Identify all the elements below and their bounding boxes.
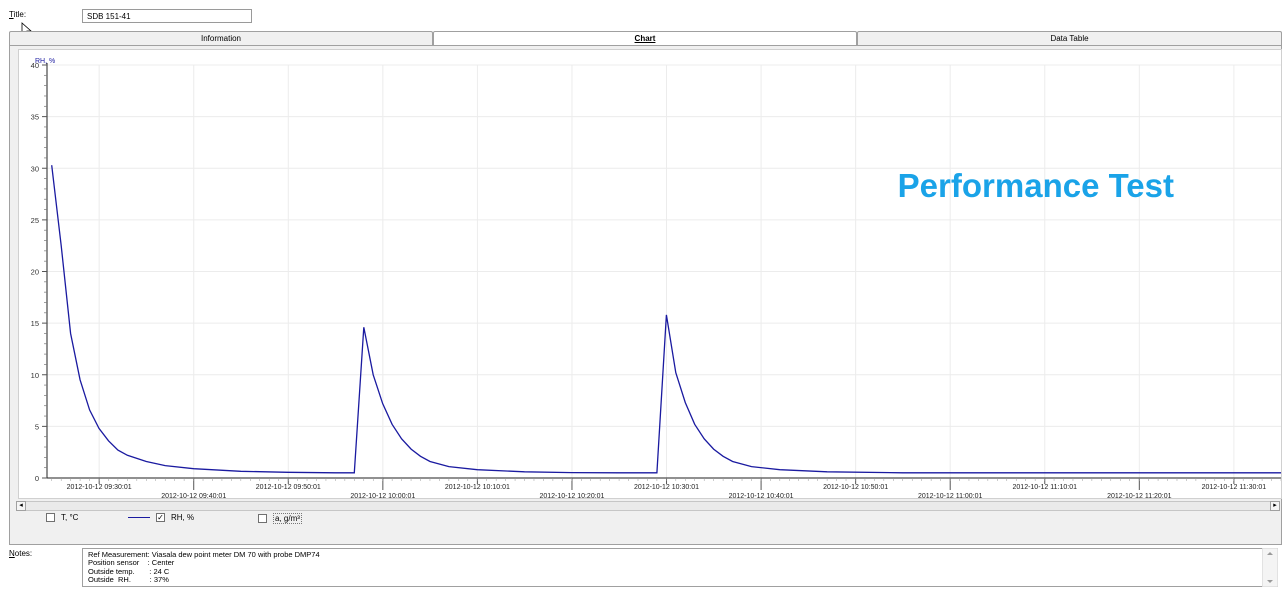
- y-tick-label: 25: [31, 216, 39, 225]
- legend-label-temperature: T, °C: [61, 513, 79, 522]
- series-line-rh: [51, 165, 1281, 474]
- scroll-down-icon: [1267, 580, 1273, 583]
- legend-checkbox-temperature[interactable]: [46, 513, 55, 522]
- y-tick-label: 30: [31, 164, 39, 173]
- tab-chart[interactable]: Chart: [433, 31, 857, 46]
- y-axis-ticks: 0 5 10 15 20 25 30 35 40: [31, 61, 47, 483]
- legend-line-rh: [128, 517, 150, 518]
- y-tick-label: 40: [31, 61, 39, 70]
- legend-item-rh[interactable]: ✓ RH, %: [128, 513, 194, 522]
- x-tick-label: 2012-10-12 11:30:01: [1202, 484, 1267, 491]
- x-tick-label: 2012-10-12 10:10:01: [445, 484, 510, 491]
- y-tick-label: 15: [31, 319, 39, 328]
- chart-grid: [47, 64, 1281, 478]
- notes-label: Notes:: [9, 549, 33, 558]
- x-tick-label: 2012-10-12 11:20:01: [1107, 493, 1172, 498]
- x-axis-ticks: 2012-10-12 09:30:01 2012-10-12 09:40:01 20…: [51, 478, 1282, 500]
- y-tick-label: 0: [35, 474, 39, 483]
- tab-bar: Information Chart Data Table: [9, 31, 1282, 46]
- scroll-up-icon: [1267, 552, 1273, 555]
- x-tick-label: 2012-10-12 09:30:01: [67, 484, 132, 491]
- legend-checkbox-rh[interactable]: ✓: [156, 513, 165, 522]
- chart-area: 0 5 10 15 20 25 30 35 40 2012-10-12 09:30:01 2012…: [18, 49, 1282, 500]
- title-label: Title:: [9, 10, 27, 19]
- legend-label-rh: RH, %: [171, 513, 195, 522]
- x-tick-label: 2012-10-12 11:00:01: [918, 493, 983, 498]
- y-tick-label: 20: [31, 268, 39, 277]
- x-tick-label: 2012-10-12 10:30:01: [634, 484, 699, 491]
- legend-item-absolute-humidity[interactable]: a, g/m³: [258, 513, 302, 524]
- tab-information[interactable]: Information: [9, 31, 433, 45]
- x-tick-label: 2012-10-12 10:50:01: [823, 484, 888, 491]
- x-tick-label: 2012-10-12 10:40:01: [729, 493, 794, 498]
- legend-checkbox-absolute-humidity[interactable]: [258, 514, 267, 523]
- scroll-right-icon[interactable]: ▸: [1270, 501, 1280, 511]
- tab-chart-label: Chart: [634, 34, 656, 43]
- y-tick-label: 10: [31, 371, 39, 380]
- tab-data-table[interactable]: Data Table: [857, 31, 1282, 45]
- y-tick-label: 5: [35, 422, 39, 431]
- x-tick-label: 2012-10-12 09:50:01: [256, 484, 321, 491]
- notes-scrollbar[interactable]: [1262, 548, 1278, 587]
- legend-item-temperature[interactable]: T, °C: [46, 513, 78, 522]
- scroll-left-icon[interactable]: ◂: [16, 501, 26, 511]
- y-axis-label: RH, %: [35, 58, 55, 65]
- horizontal-scrollbar[interactable]: ◂ ▸: [16, 501, 1280, 511]
- legend-label-absolute-humidity: a, g/m³: [273, 513, 302, 524]
- chart-axes: [46, 63, 1281, 479]
- notes-textarea[interactable]: Ref Measurement: Viasala dew point meter…: [82, 548, 1278, 587]
- x-tick-label: 2012-10-12 09:40:01: [161, 493, 226, 498]
- x-tick-label: 2012-10-12 10:00:01: [350, 493, 415, 498]
- x-tick-label: 2012-10-12 10:20:01: [539, 493, 604, 498]
- series-legend: T, °C ✓ RH, % a, g/m³: [44, 513, 644, 527]
- y-tick-label: 35: [31, 113, 39, 122]
- performance-test-overlay: Performance Test: [898, 167, 1174, 204]
- title-input[interactable]: SDB 151-41: [82, 9, 252, 23]
- x-tick-label: 2012-10-12 11:10:01: [1013, 484, 1078, 491]
